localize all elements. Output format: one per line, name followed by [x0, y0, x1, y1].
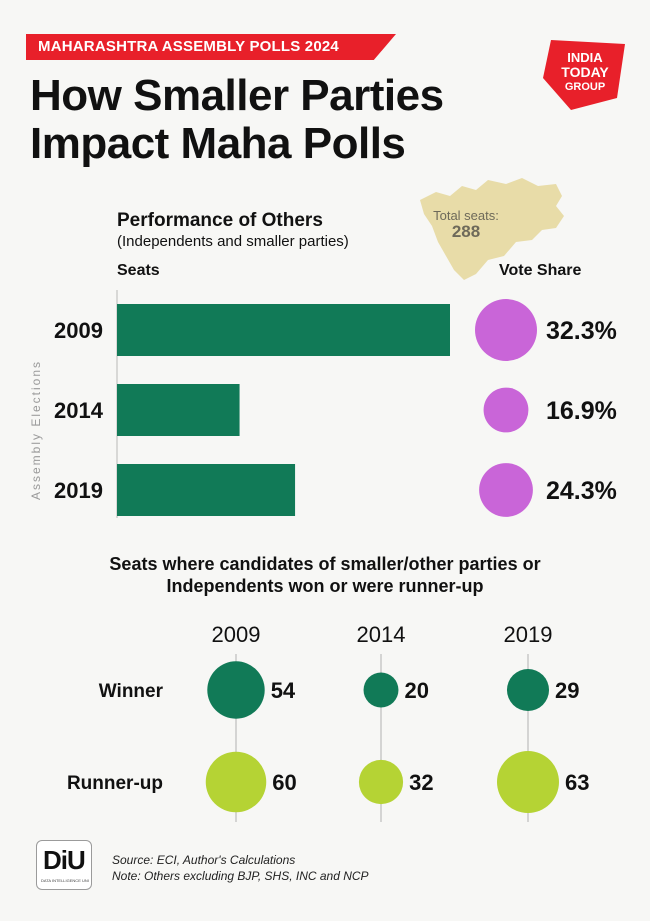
maharashtra-map-icon — [420, 178, 564, 280]
logo-line-1: INDIA — [567, 50, 603, 65]
total-seats-value: 288 — [451, 222, 481, 241]
category-tag: MAHARASHTRA ASSEMBLY POLLS 2024 — [26, 34, 396, 60]
section2-title-line-1: Seats where candidates of smaller/other … — [109, 554, 541, 574]
year-tick-2009: 2009 — [54, 318, 103, 343]
row-label-winner: Winner — [99, 681, 164, 702]
winner-value-2014: 20 — [404, 678, 428, 703]
year-header-2009: 2009 — [212, 622, 261, 647]
vote-share-label-2014: 16.9% — [546, 397, 617, 425]
vote-share-bubble-2014 — [483, 387, 529, 433]
vote-share-column-header: Vote Share — [499, 262, 582, 279]
runner-up-value-2019: 63 — [565, 770, 589, 795]
total-seats-label: Total seats: 288 — [424, 208, 508, 240]
section2-title: Seats where candidates of smaller/other … — [20, 553, 630, 597]
runner-up-value-2014: 32 — [409, 770, 433, 795]
headline: How Smaller Parties Impact Maha Polls — [30, 72, 550, 168]
winner-runnerup-bubble-chart: 2009 2014 2019 Winner 54 20 29 Runner-up 60 32 63 — [67, 622, 589, 822]
row-label-runner-up: Runner-up — [67, 773, 163, 794]
section1-subtitle: (Independents and smaller parties) — [117, 233, 349, 250]
runner-up-bubble-2019 — [497, 751, 559, 813]
axis-title: Assembly Elections — [29, 360, 43, 500]
section2-title-line-2: Independents won or were runner-up — [166, 576, 484, 596]
year-tick-2019: 2019 — [54, 478, 103, 503]
vote-share-label-2019: 24.3% — [546, 477, 617, 505]
headline-line-2: Impact Maha Polls — [30, 119, 406, 168]
vote-share-label-2009: 32.3% — [546, 317, 617, 345]
seats-bar-2019 — [117, 464, 296, 516]
headline-line-1: How Smaller Parties — [30, 71, 444, 120]
year-header-2014: 2014 — [357, 622, 406, 647]
logo-line-3: GROUP — [565, 81, 605, 93]
logo-line-2: TODAY — [561, 64, 609, 80]
vote-share-bubble-2019 — [479, 463, 533, 517]
runner-up-bubble-2009 — [205, 751, 267, 813]
runner-up-value-2009: 60 — [272, 770, 296, 795]
india-today-logo: INDIA TODAY GROUP — [543, 40, 625, 110]
seats-bar-2009 — [117, 304, 450, 356]
vote-share-bubble-2009 — [475, 299, 537, 361]
total-seats-text: Total seats: — [433, 208, 499, 223]
source-text: Source: ECI, Author's Calculations — [112, 853, 296, 867]
year-tick-2014: 2014 — [54, 398, 104, 423]
seats-bar-2014 — [117, 384, 240, 436]
winner-value-2009: 54 — [271, 678, 296, 703]
winner-bubble-2019 — [506, 668, 550, 712]
note-text: Note: Others excluding BJP, SHS, INC and… — [112, 869, 369, 883]
footer-notes: Source: ECI, Author's Calculations Note:… — [112, 852, 369, 884]
diu-logo: DiU DATA INTELLIGENCE UNIT — [36, 840, 92, 890]
diu-logo-text: DiU — [43, 845, 86, 875]
winner-bubble-2014 — [363, 672, 399, 708]
diu-logo-subtext: DATA INTELLIGENCE UNIT — [41, 878, 89, 883]
winner-value-2019: 29 — [555, 678, 579, 703]
year-header-2019: 2019 — [504, 622, 553, 647]
winner-bubble-2009 — [207, 661, 265, 719]
runner-up-bubble-2014 — [358, 759, 404, 805]
seats-column-header: Seats — [117, 262, 160, 279]
section1-title: Performance of Others — [117, 210, 323, 231]
seats-bar-chart: Assembly Elections 2009 32.3% 2014 16.9% 2019… — [29, 290, 617, 518]
